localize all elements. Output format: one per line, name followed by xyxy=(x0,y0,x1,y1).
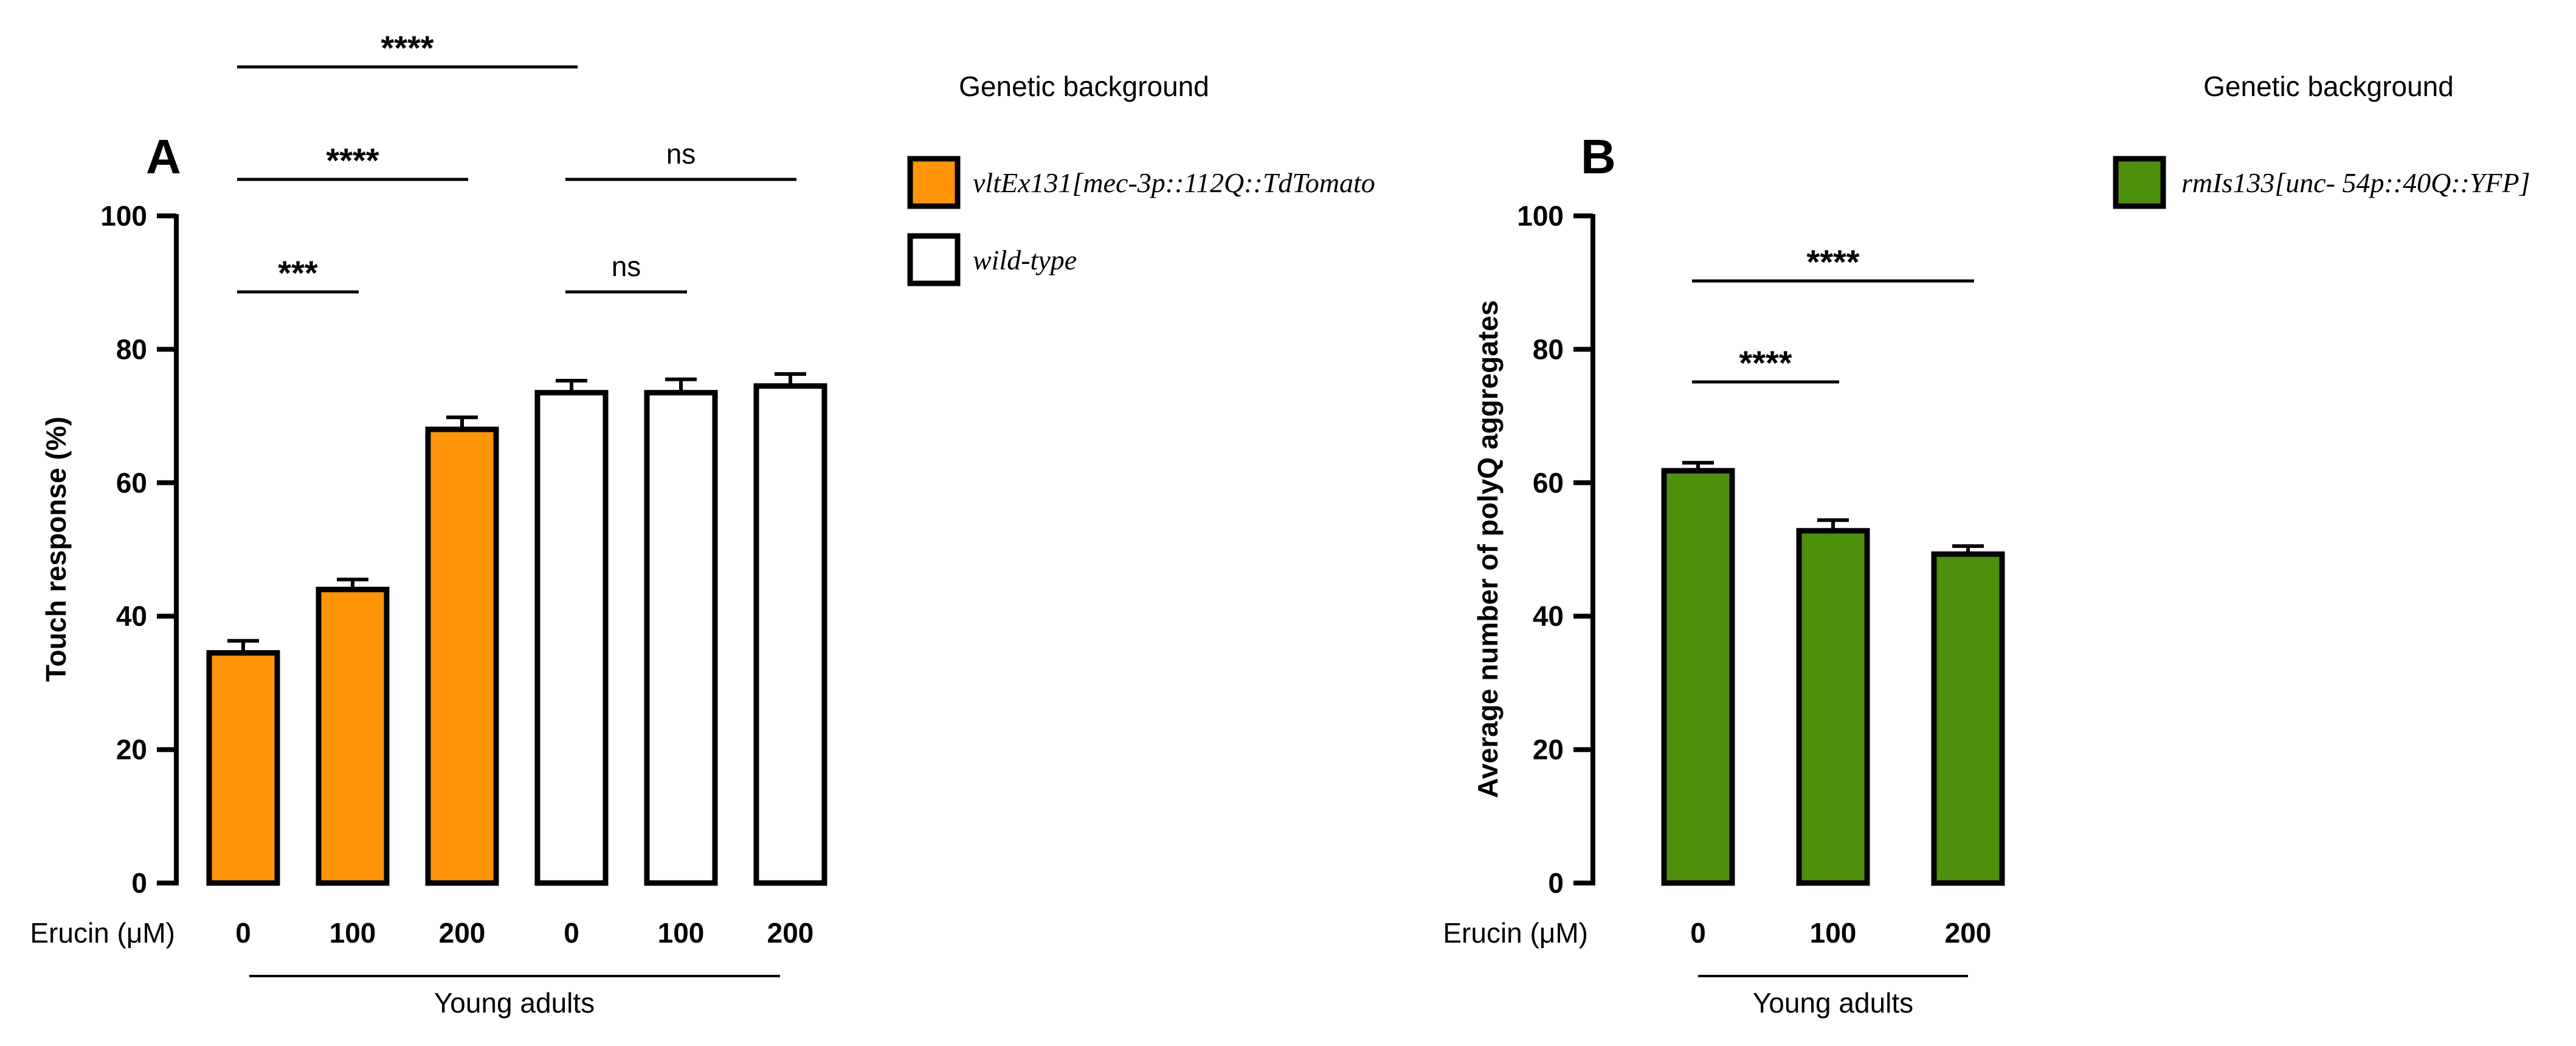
p1-y-tick-label: 100 xyxy=(100,200,147,232)
p1-bar-wild-type-100 xyxy=(644,390,718,886)
p1-legend-swatch-wild-type xyxy=(907,233,961,286)
p2-y-tick-label: 20 xyxy=(1533,734,1564,766)
p1-x-tick-label: 100 xyxy=(330,917,376,949)
p2-bar-rmIs133-200 xyxy=(1931,551,2005,886)
p2-bar-rmIs133-100 xyxy=(1796,528,1870,886)
p1-legend-label-wild-type: wild-type xyxy=(973,244,1077,275)
p1-x-tick-label: 100 xyxy=(658,917,705,949)
p1-significance-label: **** xyxy=(326,141,379,179)
p1-significance-label: **** xyxy=(381,29,433,67)
p2-y-tick-label: 0 xyxy=(1548,867,1564,899)
p2-legend-title: Genetic background xyxy=(2203,71,2454,102)
p1-legend-swatch-vltEx131 xyxy=(907,156,961,209)
p2-legend-swatch-rmIs133 xyxy=(2113,156,2166,209)
p1-bar-vltEx131-200 xyxy=(425,426,499,886)
p1-bar-wild-type-200 xyxy=(753,383,827,886)
p1-y-tick-label: 80 xyxy=(116,333,147,365)
p2-significance-label: **** xyxy=(1739,344,1792,382)
p2-y-tick-label: 80 xyxy=(1533,333,1564,365)
p2-x-tick-label: 200 xyxy=(1945,917,1992,949)
p1-panel-label: A xyxy=(146,130,181,184)
p1-bar-vltEx131-100 xyxy=(316,586,390,886)
p1-significance-label: ns xyxy=(612,251,641,282)
p1-panel: A 0 20 40 60 80 100 Touch response (%) 0 100 200 0 1… xyxy=(30,29,1375,1019)
p2-panel: B 0 20 40 60 80 100 Average number of polyQ agg… xyxy=(1443,71,2530,1019)
p1-significance-label: *** xyxy=(278,254,318,292)
p1-bar-wild-type-0 xyxy=(534,390,609,886)
p2-panel-label: B xyxy=(1581,130,1616,184)
p2-y-tick-label: 100 xyxy=(1517,200,1564,232)
p2-y-tick-label: 60 xyxy=(1533,467,1564,499)
p1-y-tick-label: 20 xyxy=(116,734,147,766)
p1-bar-vltEx131-0 xyxy=(206,650,280,886)
p1-x-tick-label: 0 xyxy=(564,917,579,949)
p1-legend-title: Genetic background xyxy=(959,71,1209,102)
p2-significance-label: **** xyxy=(1806,243,1859,281)
p2-y-axis-label: Average number of polyQ aggregates xyxy=(1472,300,1504,798)
p1-significance-label: ns xyxy=(666,138,696,170)
p1-y-tick-label: 40 xyxy=(116,600,147,632)
p2-group-label: Young adults xyxy=(1753,987,1913,1019)
p1-group-label: Young adults xyxy=(434,987,595,1019)
p1-x-axis-label: Erucin (μM) xyxy=(30,917,175,949)
p2-legend-label-rmIs133: rmIs133[unc- 54p::40Q::YFP] xyxy=(2181,167,2530,198)
p2-y-tick-label: 40 xyxy=(1533,600,1564,632)
p1-y-tick-label: 60 xyxy=(116,467,147,499)
p1-y-tick-label: 0 xyxy=(131,867,147,899)
p2-x-tick-label: 0 xyxy=(1690,917,1706,949)
p1-x-tick-label: 200 xyxy=(767,917,814,949)
p2-bar-rmIs133-0 xyxy=(1661,468,1735,886)
p2-x-axis-label: Erucin (μM) xyxy=(1443,917,1588,949)
p1-x-tick-label: 0 xyxy=(235,917,251,949)
p1-y-axis-label: Touch response (%) xyxy=(40,417,72,682)
p1-x-tick-label: 200 xyxy=(439,917,486,949)
p1-legend-label-vltEx131: vltEx131[mec-3p::112Q::TdTomato xyxy=(973,167,1375,198)
p2-x-tick-label: 100 xyxy=(1810,917,1857,949)
